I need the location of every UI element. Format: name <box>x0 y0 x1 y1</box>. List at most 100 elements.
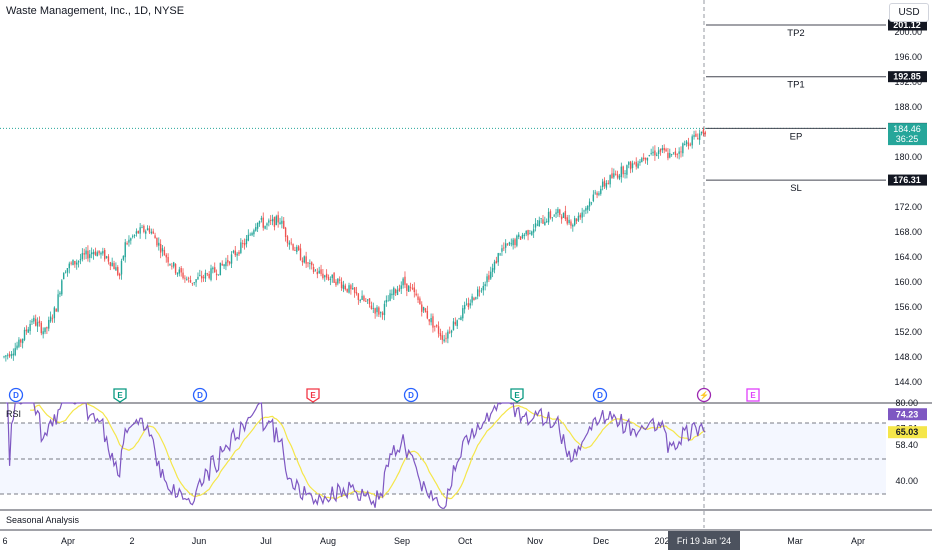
candle-body <box>191 282 194 284</box>
candle <box>66 267 69 277</box>
candle-body <box>700 131 703 134</box>
event-markers[interactable]: D E D E D E D ⚡ E <box>8 387 760 403</box>
candle-body <box>89 254 91 258</box>
currency-button[interactable]: USD <box>889 3 929 22</box>
candle-body <box>695 133 697 137</box>
event-marker-dividend[interactable]: D <box>8 387 24 403</box>
candle <box>400 281 402 295</box>
candlestick-series <box>3 127 706 362</box>
candle <box>644 157 647 164</box>
event-marker-earnings-upcoming[interactable]: E <box>746 388 760 402</box>
event-marker-earnings-miss[interactable]: E <box>306 388 320 403</box>
candle <box>491 263 494 278</box>
event-marker-earnings[interactable]: E <box>113 388 127 403</box>
candle <box>159 239 162 259</box>
candle-body <box>389 293 391 301</box>
seasonal-analysis-pane[interactable]: Seasonal Analysis <box>6 515 80 525</box>
candle-body <box>607 182 609 184</box>
event-marker-earnings[interactable]: E <box>510 388 524 403</box>
candle <box>297 245 300 251</box>
candle-body <box>156 237 158 246</box>
candle-body <box>521 234 524 238</box>
candle-body <box>365 300 367 302</box>
candle <box>255 223 257 232</box>
event-marker-dividend[interactable]: D <box>592 387 608 403</box>
candle-body <box>652 151 654 154</box>
candle <box>158 237 160 251</box>
candle <box>167 253 169 267</box>
candle-body <box>628 162 630 165</box>
candle-body <box>680 151 682 153</box>
candle <box>325 269 328 280</box>
symbol-title[interactable]: Waste Management, Inc., 1D, NYSE <box>6 5 185 17</box>
candle-body <box>228 261 231 264</box>
event-marker-label: ⚡ <box>699 390 709 400</box>
candle-body <box>62 273 65 280</box>
candle-body <box>135 231 138 234</box>
level-ep[interactable]: EP <box>706 127 886 142</box>
candle <box>417 293 419 304</box>
candle-body <box>583 210 585 212</box>
candle-body <box>557 209 559 213</box>
rsi-pane-title[interactable]: RSI <box>6 409 22 419</box>
candle-body <box>335 281 337 286</box>
candle-body <box>443 339 445 342</box>
level-tp2[interactable]: TP2 <box>706 24 886 39</box>
time-axis[interactable]: 6 Apr 2 Jun Jul Aug Sep Oct Nov Dec 202 Mar Apr <box>2 536 865 546</box>
candle <box>234 245 236 258</box>
candle-body <box>432 316 434 328</box>
candle-body <box>669 153 671 158</box>
candle <box>445 332 447 343</box>
candle-body <box>339 279 341 281</box>
candle <box>83 248 85 260</box>
candle-body <box>501 248 503 252</box>
candle-body <box>475 297 477 299</box>
candle-body <box>409 286 412 288</box>
candle-body <box>378 307 380 315</box>
candle-body <box>100 252 102 255</box>
time-tick-label: Nov <box>527 536 544 546</box>
candle <box>607 180 609 185</box>
event-marker-label: E <box>310 391 316 400</box>
candle <box>363 294 365 302</box>
candle <box>64 270 67 274</box>
candle <box>307 262 309 268</box>
candle <box>408 285 410 292</box>
candle <box>387 295 389 302</box>
candle-body <box>74 261 76 265</box>
trade-levels[interactable]: TP2 TP1 EP SL <box>706 24 886 194</box>
candle <box>486 273 488 287</box>
candle <box>240 238 242 255</box>
candle-body <box>131 236 134 238</box>
candle <box>628 161 630 169</box>
candle <box>268 218 270 227</box>
candle-body <box>51 318 54 320</box>
candle <box>689 142 692 147</box>
candle-body <box>113 263 115 270</box>
candle <box>76 259 78 270</box>
candle-body <box>290 242 292 244</box>
candle-body <box>380 312 382 314</box>
candle <box>273 216 276 231</box>
candle <box>271 214 274 226</box>
candle-body <box>21 338 24 344</box>
candle <box>283 217 285 230</box>
event-marker-dividend[interactable]: D <box>192 387 208 403</box>
candle <box>318 266 320 274</box>
event-marker-dividend[interactable]: D <box>403 387 419 403</box>
event-marker-split[interactable]: ⚡ <box>696 387 712 403</box>
candle-body <box>337 278 339 284</box>
level-tp1[interactable]: TP1 <box>706 76 886 91</box>
candle <box>171 262 173 270</box>
level-sl[interactable]: SL <box>706 179 886 194</box>
rsi-tick-label: 58.40 <box>895 440 918 450</box>
candle-body <box>372 307 374 309</box>
candle <box>357 292 360 305</box>
candle-body <box>255 227 257 231</box>
candle <box>618 173 621 181</box>
candle-body <box>64 272 67 274</box>
candle-body <box>40 322 42 334</box>
candle <box>473 296 475 301</box>
candle <box>482 281 485 296</box>
